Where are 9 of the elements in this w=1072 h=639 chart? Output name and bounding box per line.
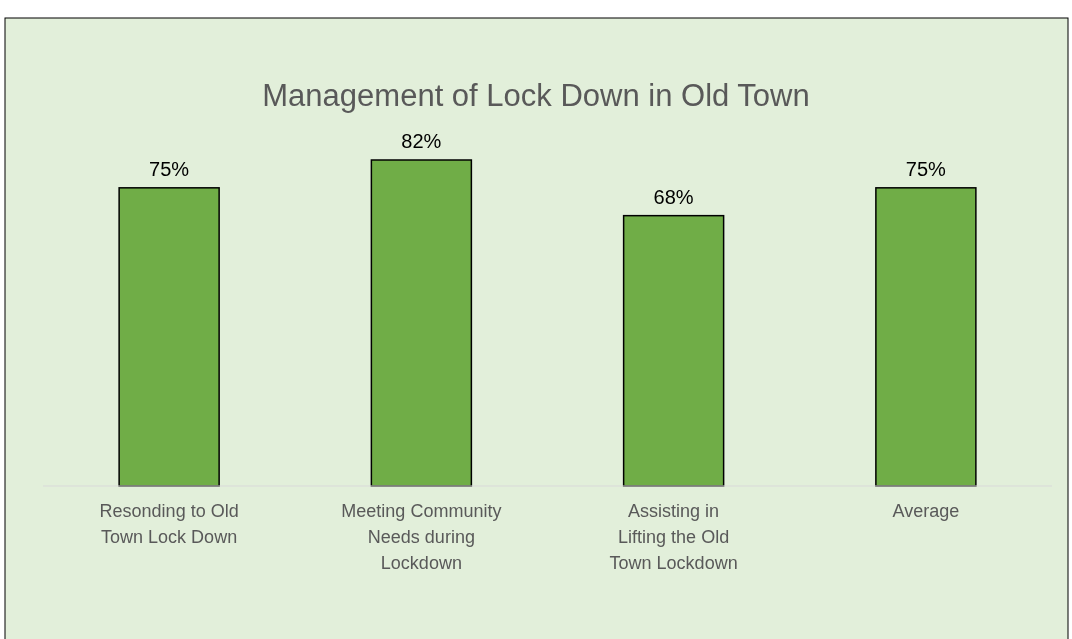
x-tick-label: Average bbox=[892, 501, 960, 521]
x-tick-label: Meeting Community Needs during Lockdown bbox=[341, 501, 502, 573]
data-label: 75% bbox=[149, 157, 190, 180]
chart-title: Management of Lock Down in Old Town bbox=[262, 78, 810, 113]
data-label: 82% bbox=[401, 130, 442, 152]
data-label: 68% bbox=[653, 185, 694, 208]
x-tick-label: Assisting in Lifting the Old Town Lockdown bbox=[609, 501, 738, 573]
data-label: 75% bbox=[905, 157, 947, 180]
x-tick-label: Resonding to Old Town Lock Down bbox=[99, 501, 239, 547]
